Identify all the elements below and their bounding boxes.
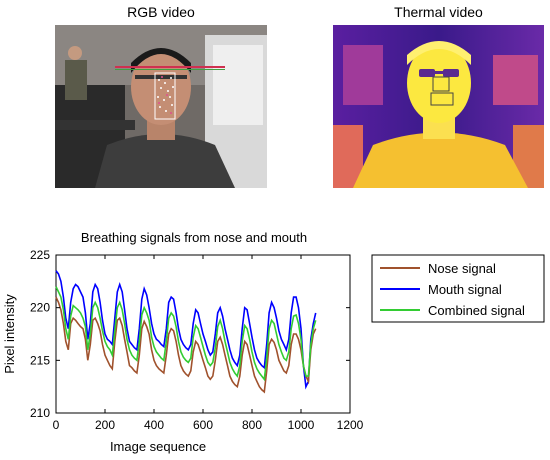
rgb-video-image bbox=[55, 25, 267, 188]
rgb-video-title: RGB video bbox=[127, 4, 195, 20]
x-tick-label: 800 bbox=[242, 418, 262, 432]
y-tick-label: 210 bbox=[30, 406, 50, 420]
chart-title: Breathing signals from nose and mouth bbox=[81, 230, 307, 245]
y-tick-label: 215 bbox=[30, 353, 50, 367]
rgb-video-frame bbox=[55, 25, 267, 188]
x-tick-label: 0 bbox=[53, 418, 60, 432]
legend: Nose signal Mouth signal Combined signal bbox=[371, 254, 545, 323]
series-layer bbox=[55, 270, 317, 394]
x-tick-label: 400 bbox=[144, 418, 164, 432]
x-tick-label: 1200 bbox=[337, 418, 364, 432]
x-tick-label: 200 bbox=[95, 418, 115, 432]
legend-label: Mouth signal bbox=[428, 282, 502, 297]
y-tick-label: 225 bbox=[30, 248, 50, 262]
y-tick-label: 220 bbox=[30, 301, 50, 315]
ticks-layer: 0 200 400 600 800 1000 1200 210 215 220 225 bbox=[30, 248, 364, 432]
x-tick-label: 600 bbox=[193, 418, 213, 432]
legend-label: Nose signal bbox=[428, 261, 496, 276]
x-tick-label: 1000 bbox=[288, 418, 315, 432]
y-axis-label: Pixel intensity bbox=[2, 294, 17, 374]
series-line-mouth-signal bbox=[55, 270, 317, 390]
series-line-nose-signal bbox=[55, 296, 317, 394]
series-line-combined-signal bbox=[55, 286, 317, 382]
thermal-video-image bbox=[333, 25, 544, 188]
legend-label: Combined signal bbox=[428, 303, 525, 318]
x-axis-label: Image sequence bbox=[110, 439, 206, 454]
thermal-video-frame bbox=[333, 25, 544, 188]
thermal-video-title: Thermal video bbox=[394, 4, 483, 20]
